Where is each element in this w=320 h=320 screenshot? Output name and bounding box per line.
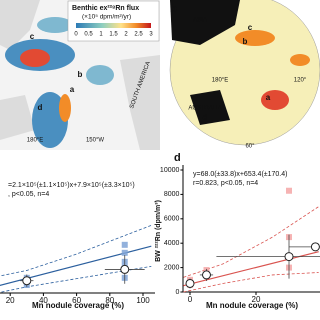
equation: y=68.0(±33.8)x+653.4(±170.4) (193, 171, 287, 178)
map-label: a (70, 85, 75, 94)
mean-point (22, 276, 32, 286)
colorbar-tick-label: 2 (124, 32, 128, 38)
flux-zone (290, 54, 310, 66)
sample-point (121, 249, 128, 256)
map-label: d (38, 103, 43, 112)
y-tick-label: 4000 (164, 240, 180, 247)
sample-point (121, 241, 128, 248)
equation: =2.1×10⁵(±1.1×10⁵)x+7.9×10⁵(±3.3×10⁵) (8, 182, 135, 189)
flux-zone (86, 65, 114, 85)
confidence-band (0, 265, 152, 293)
mean-point (185, 278, 195, 288)
land (120, 55, 160, 150)
colorbar-tick-label: 3 (149, 32, 153, 38)
panel-label: d (174, 152, 181, 164)
y-tick-label: 2000 (164, 264, 180, 271)
map-label: ASIA (193, 18, 207, 24)
map-label: 60° (245, 144, 255, 150)
flux-zone (20, 49, 50, 67)
land (170, 0, 240, 45)
x-tick-label: 60 (72, 296, 81, 305)
map-label: AUSTRALIA (188, 106, 221, 112)
x-tick-label: 20 (252, 295, 261, 304)
x-tick-label: 80 (105, 296, 114, 305)
flux-zone (32, 92, 68, 148)
flux-zone (59, 94, 71, 122)
map-label: b (78, 70, 83, 79)
stats: r=0.823, p<0.05, n=4 (193, 180, 258, 187)
y-tick-label: 6000 (164, 216, 180, 223)
colorbar-tick-label: 1 (99, 32, 103, 38)
y-axis-title: BW ²²²Rn (dpm/m³) (155, 200, 162, 262)
x-axis-title: Mn nodule coverage (%) (32, 301, 124, 310)
confidence-band (0, 224, 152, 277)
confidence-band (183, 272, 319, 293)
x-tick-label: 20 (6, 296, 15, 305)
x-tick-label: 100 (136, 296, 150, 305)
stats: , p<0.05, n=4 (8, 191, 49, 198)
panel-label: b (170, 3, 177, 15)
map-label: 150°W (86, 138, 104, 144)
colorbar (76, 23, 151, 28)
legend-unit: (×10⁵ dpm/m²/yr) (82, 14, 131, 21)
land (0, 0, 40, 50)
map-left (0, 0, 160, 150)
sample-point (286, 187, 292, 194)
land (190, 90, 230, 125)
flux-zone (37, 17, 73, 33)
mean-point (284, 252, 294, 262)
map-label: 120° (294, 78, 307, 84)
colorbar-tick-label: 2.5 (134, 32, 143, 38)
land (0, 95, 35, 140)
colorbar-tick-label: 1.5 (109, 32, 118, 38)
map-right (165, 0, 320, 150)
map-label: d (203, 113, 208, 122)
flux-zone (235, 30, 275, 46)
legend-box (67, 0, 160, 42)
map-label: c (30, 32, 35, 41)
y-tick-label: 0 (175, 289, 179, 296)
mean-point (310, 242, 320, 252)
x-tick-label: 0 (188, 295, 193, 304)
map-label: b (243, 37, 248, 46)
colorbar-tick-label: 0.5 (84, 32, 93, 38)
x-axis-title: Mn nodule coverage (%) (206, 301, 298, 310)
flux-zone (261, 90, 289, 110)
mean-point (202, 270, 211, 280)
colorbar-tick-label: 0 (74, 32, 78, 38)
confidence-band (183, 206, 319, 278)
x-tick-label: 40 (39, 296, 48, 305)
fit-line (183, 251, 319, 287)
y-tick-label: 8000 (164, 191, 180, 198)
map-label: c (248, 23, 253, 32)
map-label: 180°E (212, 78, 228, 84)
legend-title: Benthic ex²²⁸Rn flux (72, 5, 139, 12)
mean-point (120, 264, 130, 274)
map-label: a (266, 93, 271, 102)
y-tick-label: 10000 (160, 167, 180, 174)
map-label: 180°E (27, 138, 43, 144)
